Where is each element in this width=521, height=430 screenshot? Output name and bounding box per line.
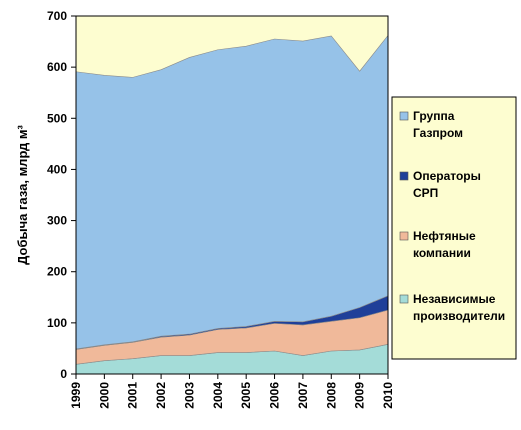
x-tick-label: 2008	[324, 382, 338, 409]
y-tick-label: 500	[47, 111, 67, 125]
y-tick-label: 100	[47, 316, 67, 330]
x-tick-label: 2004	[211, 382, 225, 409]
y-tick-label: 200	[47, 265, 67, 279]
legend-label: Группа	[413, 109, 455, 123]
y-tick-label: 600	[47, 60, 67, 74]
legend-label: компании	[413, 246, 471, 260]
legend-box	[391, 96, 517, 360]
x-tick-label: 1999	[69, 382, 83, 409]
legend-swatch	[399, 294, 409, 304]
x-tick-label: 2003	[182, 382, 196, 409]
x-tick-label: 2000	[97, 382, 111, 409]
y-tick-label: 400	[47, 162, 67, 176]
x-tick-label: 2005	[239, 382, 253, 409]
legend-label: Независимые	[413, 292, 496, 306]
x-tick-label: 2002	[154, 382, 168, 409]
series-area-3	[75, 34, 389, 350]
y-tick-label: 0	[60, 367, 67, 381]
y-tick-label: 700	[47, 9, 67, 23]
legend-swatch	[399, 171, 409, 181]
y-tick-label: 300	[47, 214, 67, 228]
legend-swatch	[399, 111, 409, 121]
y-axis-title: Добыча газа, млрд м³	[15, 124, 30, 264]
x-tick-label: 2010	[381, 382, 395, 409]
legend-label: Газпром	[413, 126, 463, 140]
legend-label: производители	[413, 309, 505, 323]
legend-label: Нефтяные	[413, 229, 476, 243]
x-tick-label: 2006	[268, 382, 282, 409]
x-tick-label: 2009	[353, 382, 367, 409]
legend-label: СРП	[413, 186, 438, 200]
legend-label: Операторы	[413, 169, 481, 183]
x-tick-label: 2007	[296, 382, 310, 409]
legend-swatch	[399, 231, 409, 241]
x-tick-label: 2001	[126, 382, 140, 409]
plot-frame	[75, 15, 389, 375]
